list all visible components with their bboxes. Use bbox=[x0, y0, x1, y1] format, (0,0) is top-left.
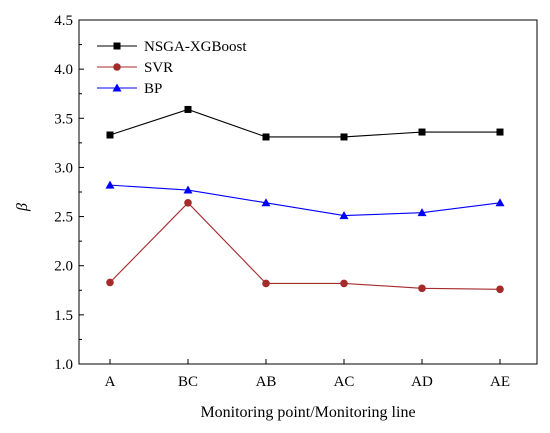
series-svr bbox=[106, 199, 504, 294]
data-point-bp bbox=[105, 180, 115, 189]
series-bp bbox=[105, 180, 505, 220]
series-line-nsga-xgboost bbox=[109, 108, 500, 138]
data-point-svr bbox=[184, 199, 192, 207]
legend-label-bp: BP bbox=[144, 81, 162, 97]
data-point-svr bbox=[496, 285, 504, 294]
legend: NSGA-XGBoost SVR BP bbox=[97, 39, 247, 97]
legend-marker-svr bbox=[113, 63, 121, 71]
data-point-bp bbox=[417, 208, 427, 217]
data-point-svr bbox=[262, 279, 270, 288]
y-axis-title: β bbox=[14, 203, 31, 212]
legend-label-nsga-xgboost: NSGA-XGBoost bbox=[144, 39, 247, 55]
y-tick-label: 1.5 bbox=[54, 308, 73, 324]
data-point-svr bbox=[106, 278, 114, 287]
legend-marker-nsga-xgboost bbox=[113, 42, 121, 50]
x-tick-label: BC bbox=[178, 374, 198, 390]
data-point-svr bbox=[340, 279, 348, 288]
y-tick-label: 2.0 bbox=[54, 259, 73, 275]
x-tick-label: A bbox=[105, 374, 116, 390]
data-point-bp bbox=[183, 185, 193, 194]
data-point-nsga-xgboost bbox=[262, 133, 270, 141]
data-point-bp bbox=[261, 198, 271, 207]
data-point-nsga-xgboost bbox=[418, 128, 426, 136]
x-axis-title: Monitoring point/Monitoring line bbox=[200, 404, 415, 421]
data-point-bp bbox=[339, 211, 349, 220]
y-tick-label: 3.5 bbox=[54, 111, 73, 127]
x-tick-label: AC bbox=[334, 374, 355, 390]
legend-marker-bp bbox=[112, 83, 122, 92]
x-tick-label: AD bbox=[411, 374, 433, 390]
data-point-nsga-xgboost bbox=[340, 133, 348, 141]
legend-label-svr: SVR bbox=[144, 60, 173, 76]
y-tick-label: 2.5 bbox=[54, 210, 73, 226]
y-tick-label: 4.5 bbox=[54, 13, 73, 29]
series-line-bp bbox=[109, 184, 501, 217]
series-line-svr bbox=[109, 202, 501, 290]
data-point-bp bbox=[495, 198, 505, 207]
series-layer bbox=[105, 105, 505, 294]
y-tick-label: 4.0 bbox=[54, 62, 73, 78]
data-point-nsga-xgboost bbox=[496, 128, 504, 136]
data-point-nsga-xgboost bbox=[106, 131, 114, 139]
data-point-svr bbox=[418, 284, 426, 293]
x-tick-label: AE bbox=[490, 374, 510, 390]
series-nsga-xgboost bbox=[106, 105, 504, 141]
data-point-nsga-xgboost bbox=[184, 105, 192, 113]
y-tick-label: 3.0 bbox=[54, 160, 73, 176]
y-tick-label: 1.0 bbox=[54, 357, 73, 373]
x-tick-label: AB bbox=[256, 374, 277, 390]
axis-ticks: A BC AB AC AD AE 1.0 1.5 2.0 2.5 3.0 3.5 4.0 4.5 bbox=[54, 13, 510, 390]
